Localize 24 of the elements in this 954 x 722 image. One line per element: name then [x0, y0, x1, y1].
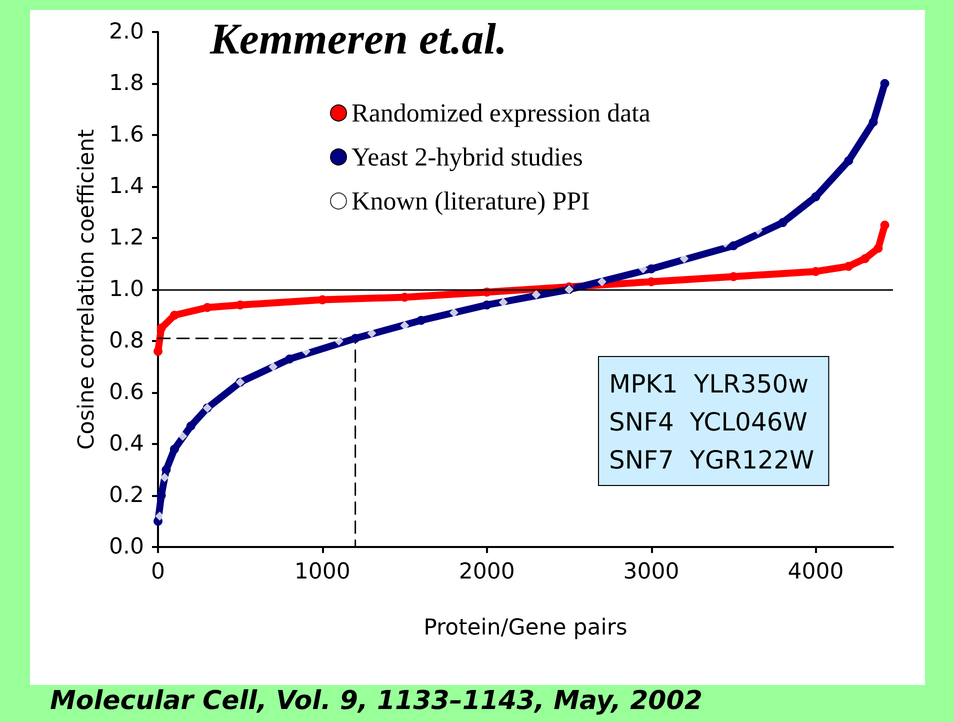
y-tick-label: 0.2: [109, 483, 144, 508]
y-axis-title: Cosine correlation coefficient: [74, 128, 100, 450]
y-tick-label: 0.8: [109, 328, 144, 354]
y-tick-label: 1.6: [109, 122, 144, 148]
y-tick-label: 0.0: [109, 534, 144, 560]
y-tick-label: 0.4: [109, 432, 144, 456]
chart-title: Kemmeren et.al.: [209, 14, 507, 64]
y-tick-label: 1.4: [109, 174, 144, 199]
y-tick-label: 1.0: [109, 277, 144, 302]
x-axis-title: Protein/Gene pairs: [424, 616, 628, 640]
annotation: MPK1 YLR350w SNF4 YCL046W SNF7 YGR122W: [609, 370, 814, 474]
x-tick-label: 1000: [294, 560, 350, 584]
text: Molecular Cell, Vol. 9, 1133–1143, May, 2002: [50, 686, 702, 716]
text: Known (literature) PPI: [352, 186, 590, 216]
legend-label: Randomized expression data: [352, 98, 651, 128]
y-tick-label: 1.2: [109, 226, 144, 250]
legend-label: Yeast 2-hybrid studies: [352, 142, 583, 172]
x-tick-label: 2000: [458, 560, 515, 584]
x-tick-label: 0: [151, 560, 165, 584]
x-tick-label: 3000: [623, 560, 680, 584]
y-tick-label: 2.0: [109, 20, 144, 44]
x-tick-label: 4000: [788, 560, 844, 584]
y-tick-label: 0.6: [109, 380, 144, 405]
y-tick-label: 1.8: [109, 71, 144, 96]
